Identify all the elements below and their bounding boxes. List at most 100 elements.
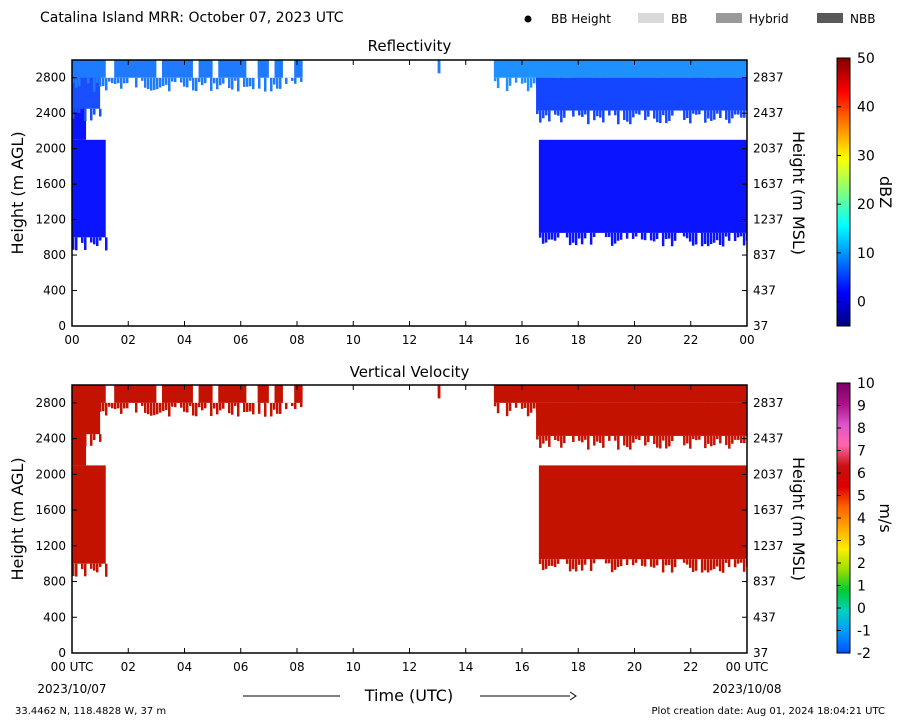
echo-streak <box>727 559 731 568</box>
echo-streak <box>632 435 635 443</box>
legend-label: NBB <box>850 12 875 26</box>
echo-streak <box>571 232 575 243</box>
colorbar-tick-label: 50 <box>857 51 875 67</box>
echo-streak <box>652 559 656 568</box>
data-gap <box>105 60 115 78</box>
echo-region <box>72 139 106 238</box>
echo-streak <box>93 563 96 571</box>
echo-streak <box>554 435 557 441</box>
echo-streak <box>691 232 695 246</box>
colorbar-tick-label: 8 <box>857 421 866 437</box>
echo-streak <box>264 77 267 92</box>
y-tick-label: 2800 <box>35 71 66 85</box>
echo-streak <box>560 110 563 123</box>
echo-streak <box>655 559 659 566</box>
y2-tick-label: 437 <box>753 284 776 298</box>
echo-streak <box>84 237 87 251</box>
echo-streak <box>715 232 719 241</box>
x-tick-label: 04 <box>177 333 192 347</box>
echo-streak <box>578 435 581 441</box>
echo-streak <box>105 237 108 251</box>
echo-streak <box>198 77 201 83</box>
echo-streak <box>153 77 156 91</box>
colorbar-tick-label: -2 <box>857 646 871 662</box>
echo-streak <box>685 232 689 239</box>
echo-region <box>536 402 747 436</box>
echo-streak <box>694 559 698 571</box>
y-tick-label: 1600 <box>35 503 66 517</box>
echo-streak <box>734 435 737 440</box>
echo-streak <box>120 77 123 89</box>
x-tick-label: 22 <box>683 660 698 674</box>
echo-streak <box>108 77 111 82</box>
echo-streak <box>629 110 632 125</box>
echo-streak <box>276 77 279 89</box>
echo-streak <box>105 402 108 416</box>
echo-streak <box>192 77 195 91</box>
echo-streak <box>541 232 545 244</box>
echo-region <box>493 60 747 78</box>
echo-streak <box>273 77 276 85</box>
x-tick-label: 18 <box>571 660 586 674</box>
echo-streak <box>683 435 686 446</box>
echo-streak <box>204 77 207 84</box>
echo-streak <box>99 434 102 442</box>
echo-streak <box>596 435 599 442</box>
end-date-label: 2023/10/08 <box>712 682 781 696</box>
echo-streak <box>547 232 551 240</box>
colorbar-tick-label: -1 <box>857 624 871 640</box>
data-gap <box>268 385 275 403</box>
data-gap <box>246 385 258 403</box>
echo-streak <box>165 77 168 85</box>
echo-streak <box>123 77 126 84</box>
echo-streak <box>75 77 78 88</box>
echo-streak <box>565 232 569 238</box>
data-gap <box>192 385 199 403</box>
echo-streak <box>96 77 99 83</box>
echo-streak <box>692 435 695 440</box>
echo-streak <box>87 402 90 409</box>
echo-region <box>72 60 303 78</box>
echo-streak <box>599 435 602 443</box>
echo-streak <box>736 232 740 238</box>
echo-streak <box>523 77 527 83</box>
y-tick-label: 1600 <box>35 177 66 191</box>
echo-streak <box>93 77 96 92</box>
echo-streak <box>545 435 548 441</box>
echo-streak <box>108 402 111 407</box>
echo-streak <box>592 559 596 564</box>
echo-streak <box>536 435 539 440</box>
data-layer <box>72 385 747 577</box>
echo-streak <box>126 402 129 409</box>
echo-streak <box>607 232 611 238</box>
echo-streak <box>198 402 201 408</box>
echo-streak <box>707 110 710 119</box>
data-gap <box>282 385 295 403</box>
echo-streak <box>539 435 542 448</box>
x-tick-label: 00 UTC <box>51 660 94 674</box>
echo-streak <box>81 563 84 570</box>
colorbar-tick-label: 7 <box>857 444 866 460</box>
echo-streak <box>135 77 138 88</box>
echo-streak <box>613 559 617 570</box>
echo-streak <box>610 232 614 246</box>
y2-tick-label: 1637 <box>753 177 784 191</box>
echo-streak <box>105 77 108 91</box>
echo-streak <box>683 110 686 120</box>
echo-streak <box>174 402 177 408</box>
echo-streak <box>581 110 584 117</box>
echo-streak <box>577 232 581 239</box>
echo-streak <box>96 563 99 573</box>
echo-streak <box>81 465 84 470</box>
echo-streak <box>719 435 722 444</box>
x-tick-label: 02 <box>121 660 136 674</box>
echo-streak <box>249 402 252 412</box>
echo-region <box>538 465 747 560</box>
echo-streak <box>78 77 81 87</box>
y2-tick-label: 2437 <box>753 432 784 446</box>
echo-streak <box>733 232 737 242</box>
echo-streak <box>168 77 171 92</box>
echo-streak <box>739 559 743 563</box>
echo-streak <box>541 559 545 571</box>
